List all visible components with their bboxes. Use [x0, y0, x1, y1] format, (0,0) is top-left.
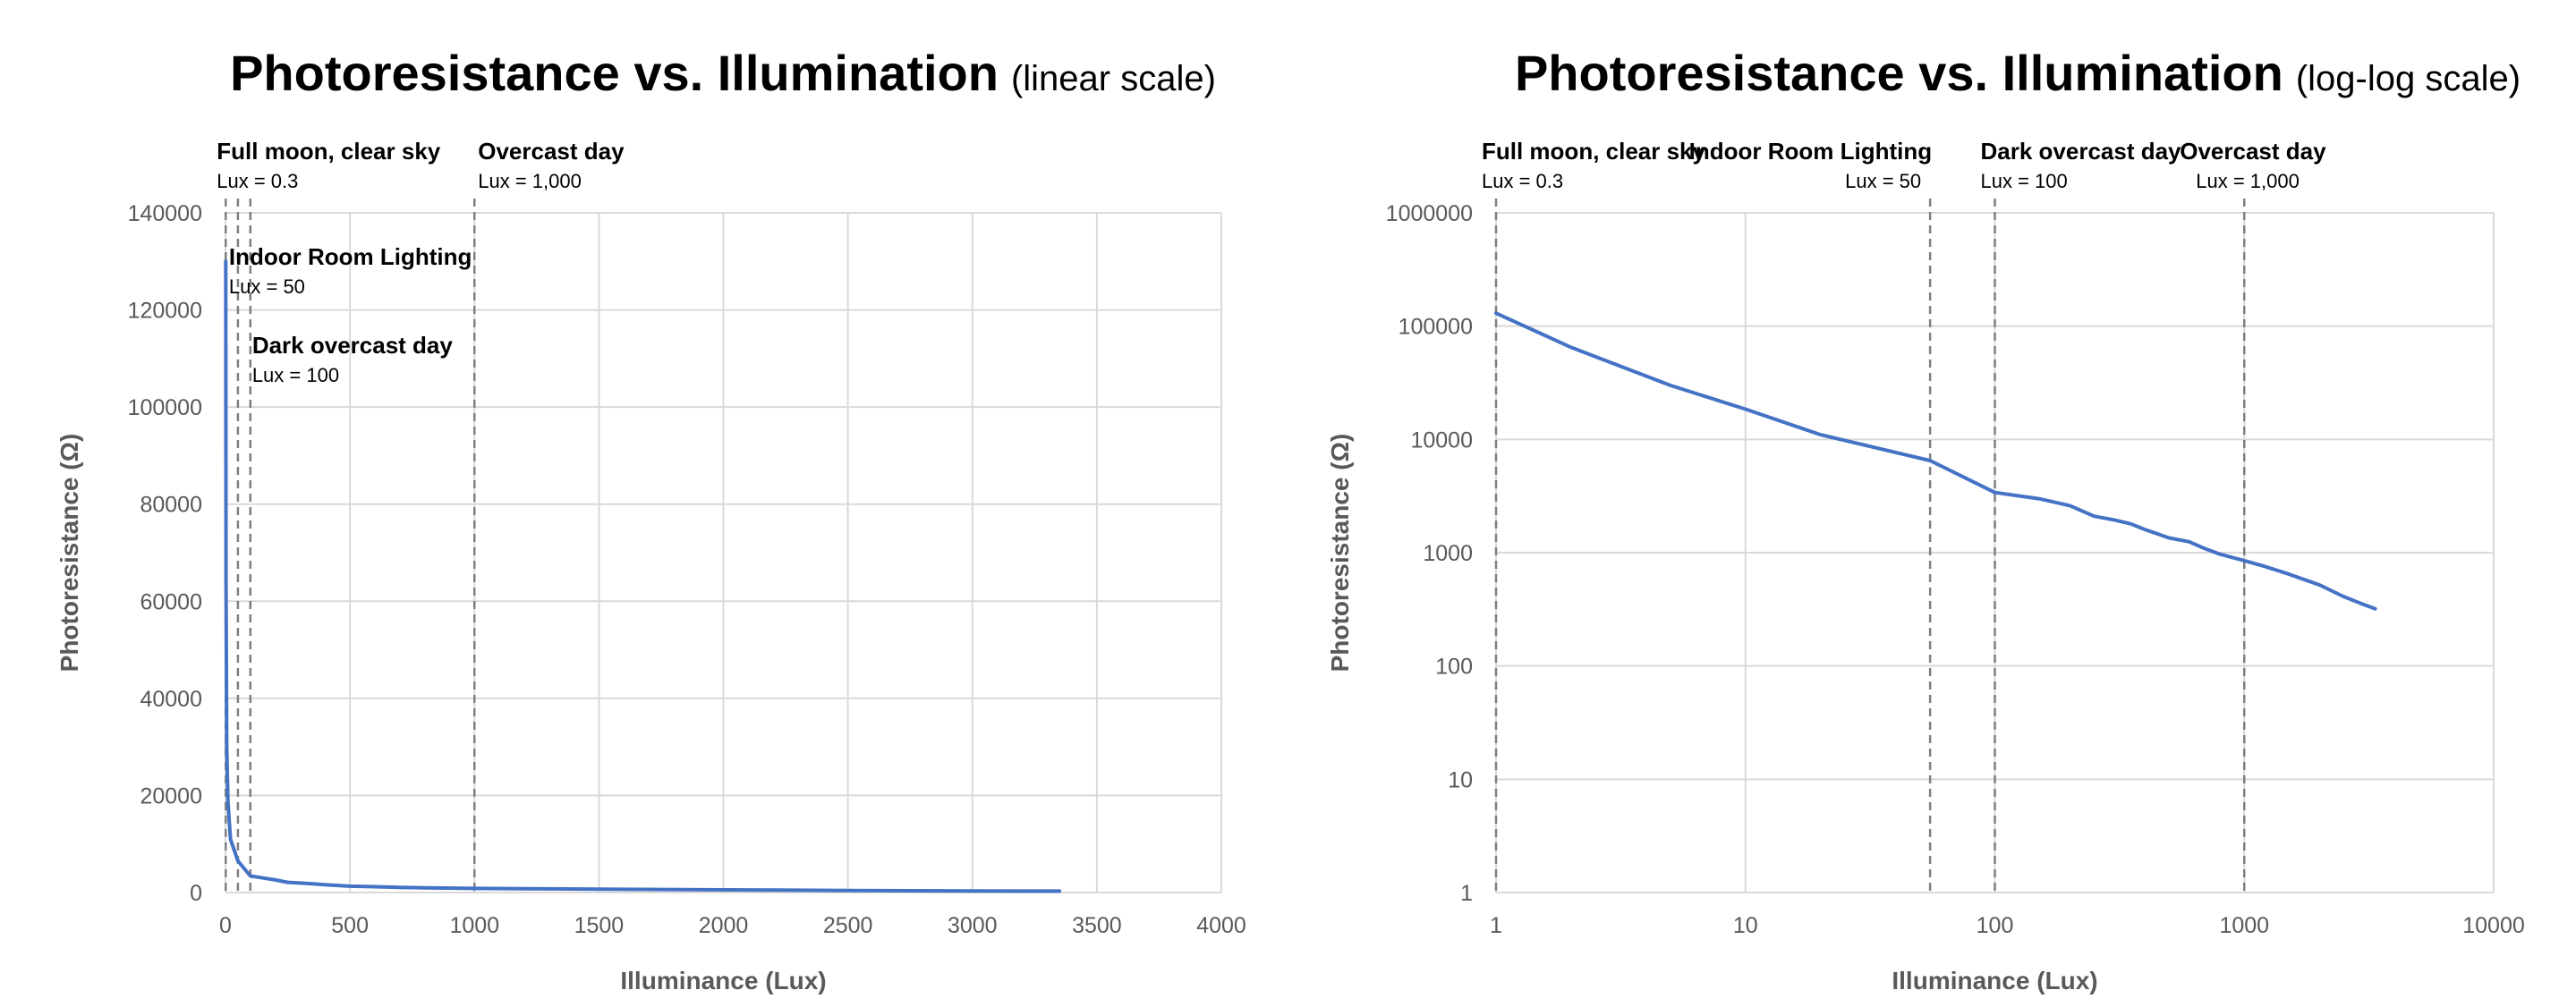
- x-axis-title: Illuminance (Lux): [620, 967, 826, 994]
- x-tick-label: 3500: [1072, 913, 1122, 938]
- annotation: Full moon, clear sky Lux = 0.3: [1482, 138, 1706, 192]
- chart-title-main: Photoresistance vs. Illumination: [1515, 45, 2283, 101]
- chart-subtitle: (linear scale): [1011, 59, 1216, 98]
- annotation: Overcast day Lux = 1,000: [2180, 138, 2326, 192]
- annotation: Dark overcast day Lux = 100: [1981, 138, 2182, 192]
- annotation-label: Dark overcast day: [1981, 138, 2182, 165]
- annotation: Overcast day Lux = 1,000: [478, 138, 625, 192]
- annotation-value: Lux = 100: [1981, 170, 2068, 192]
- annotation-value: Lux = 50: [229, 275, 305, 298]
- y-tick-label: 60000: [140, 589, 202, 614]
- annotation-label: Indoor Room Lighting: [1689, 138, 1933, 165]
- x-tick-label: 3000: [948, 913, 998, 938]
- reference-lines: [1494, 199, 2246, 893]
- y-tick-label: 0: [190, 881, 202, 906]
- annotation-label: Full moon, clear sky: [1482, 138, 1706, 165]
- y-tick-label: 1000: [1423, 541, 1473, 566]
- annotation: Dark overcast day Lux = 100: [252, 332, 454, 386]
- y-axis-title: Photoresistance (Ω): [55, 434, 83, 673]
- x-axis-title: Illuminance (Lux): [1892, 967, 2097, 994]
- annotation: Full moon, clear sky Lux = 0.3: [217, 138, 441, 192]
- chart-2: Photoresistance vs. Illumination (log-log…: [1326, 45, 2525, 994]
- x-tick-label: 500: [331, 913, 369, 938]
- annotation: Indoor Room Lighting Lux = 50: [1689, 138, 1933, 192]
- y-tick-label: 1000000: [1386, 201, 1473, 226]
- annotation-label: Dark overcast day: [252, 332, 454, 359]
- y-tick-label: 1: [1460, 881, 1473, 906]
- x-tick-label: 1000: [2219, 913, 2269, 938]
- x-tick-label: 1500: [574, 913, 625, 938]
- chart-title: Photoresistance vs. Illumination (log-log…: [1515, 45, 2521, 101]
- chart-1: Photoresistance vs. Illumination (linear …: [55, 45, 1246, 994]
- x-tick-label: 100: [1977, 913, 2014, 938]
- x-tick-label: 1: [1490, 913, 1502, 938]
- annotation-value: Lux = 0.3: [217, 170, 298, 192]
- x-tick-label: 10: [1733, 913, 1758, 938]
- y-tick-label: 100: [1435, 655, 1473, 680]
- y-tick-label: 40000: [140, 687, 202, 712]
- x-tick-label: 2500: [823, 913, 873, 938]
- y-tick-label: 10: [1448, 767, 1473, 792]
- y-tick-label: 100000: [1399, 315, 1473, 340]
- chart-subtitle: (log-log scale): [2296, 59, 2521, 98]
- x-tick-label: 1000: [449, 913, 499, 938]
- annotation-label: Overcast day: [2180, 138, 2326, 165]
- chart-title: Photoresistance vs. Illumination (linear …: [230, 45, 1216, 101]
- annotation-label: Full moon, clear sky: [217, 138, 441, 165]
- x-tick-label: 0: [219, 913, 232, 938]
- y-tick-label: 10000: [1410, 427, 1473, 453]
- y-tick-label: 20000: [140, 783, 202, 808]
- annotation-label: Overcast day: [478, 138, 625, 165]
- chart-title-main: Photoresistance vs. Illumination: [230, 45, 999, 101]
- x-tick-label: 10000: [2462, 913, 2525, 938]
- annotation-value: Lux = 1,000: [478, 170, 582, 192]
- annotation-value: Lux = 0.3: [1482, 170, 1563, 192]
- y-tick-label: 100000: [128, 395, 202, 420]
- annotation: Indoor Room Lighting Lux = 50: [229, 243, 472, 298]
- annotation-value: Lux = 50: [1845, 170, 1921, 192]
- y-tick-label: 80000: [140, 493, 202, 518]
- annotation-value: Lux = 100: [252, 364, 339, 386]
- y-tick-label: 140000: [128, 201, 202, 226]
- annotation-value: Lux = 1,000: [2196, 170, 2300, 192]
- y-tick-label: 120000: [128, 299, 202, 324]
- series-line: [224, 259, 1062, 893]
- x-tick-label: 4000: [1196, 913, 1246, 938]
- y-axis-title: Photoresistance (Ω): [1326, 434, 1354, 673]
- x-tick-label: 2000: [699, 913, 749, 938]
- series-line: [1494, 311, 2377, 611]
- annotation-label: Indoor Room Lighting: [229, 243, 472, 270]
